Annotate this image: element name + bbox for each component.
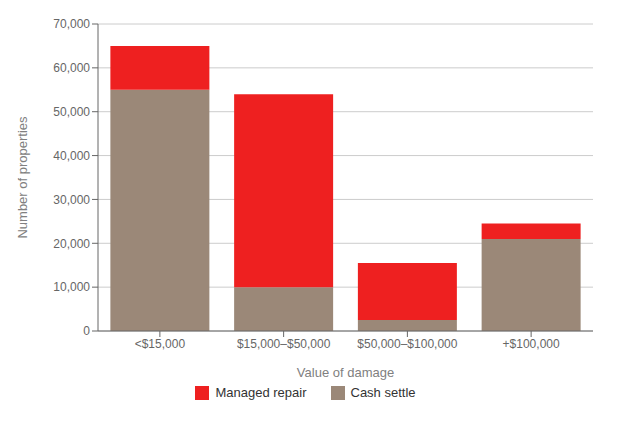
- svg-text:20,000: 20,000: [53, 237, 90, 251]
- svg-text:50,000: 50,000: [53, 105, 90, 119]
- svg-text:10,000: 10,000: [53, 280, 90, 294]
- svg-text:+$100,000: +$100,000: [503, 337, 560, 351]
- html-text:Cash settle: Cash settle: [350, 385, 416, 400]
- html-text:Managed repair: Managed repair: [215, 385, 307, 400]
- svg-text:$15,000–$50,000: $15,000–$50,000: [237, 337, 331, 351]
- svg-text:Number of properties: Number of properties: [15, 116, 30, 239]
- svg-text:60,000: 60,000: [53, 61, 90, 75]
- svg-text:30,000: 30,000: [53, 193, 90, 207]
- svg-text:<$15,000: <$15,000: [135, 337, 186, 351]
- svg-text:$50,000–$100,000: $50,000–$100,000: [357, 337, 457, 351]
- svg-text:Value of damage: Value of damage: [297, 365, 394, 380]
- svg-text:70,000: 70,000: [53, 17, 90, 31]
- svg-text:0: 0: [83, 324, 90, 338]
- svg-text:40,000: 40,000: [53, 149, 90, 163]
